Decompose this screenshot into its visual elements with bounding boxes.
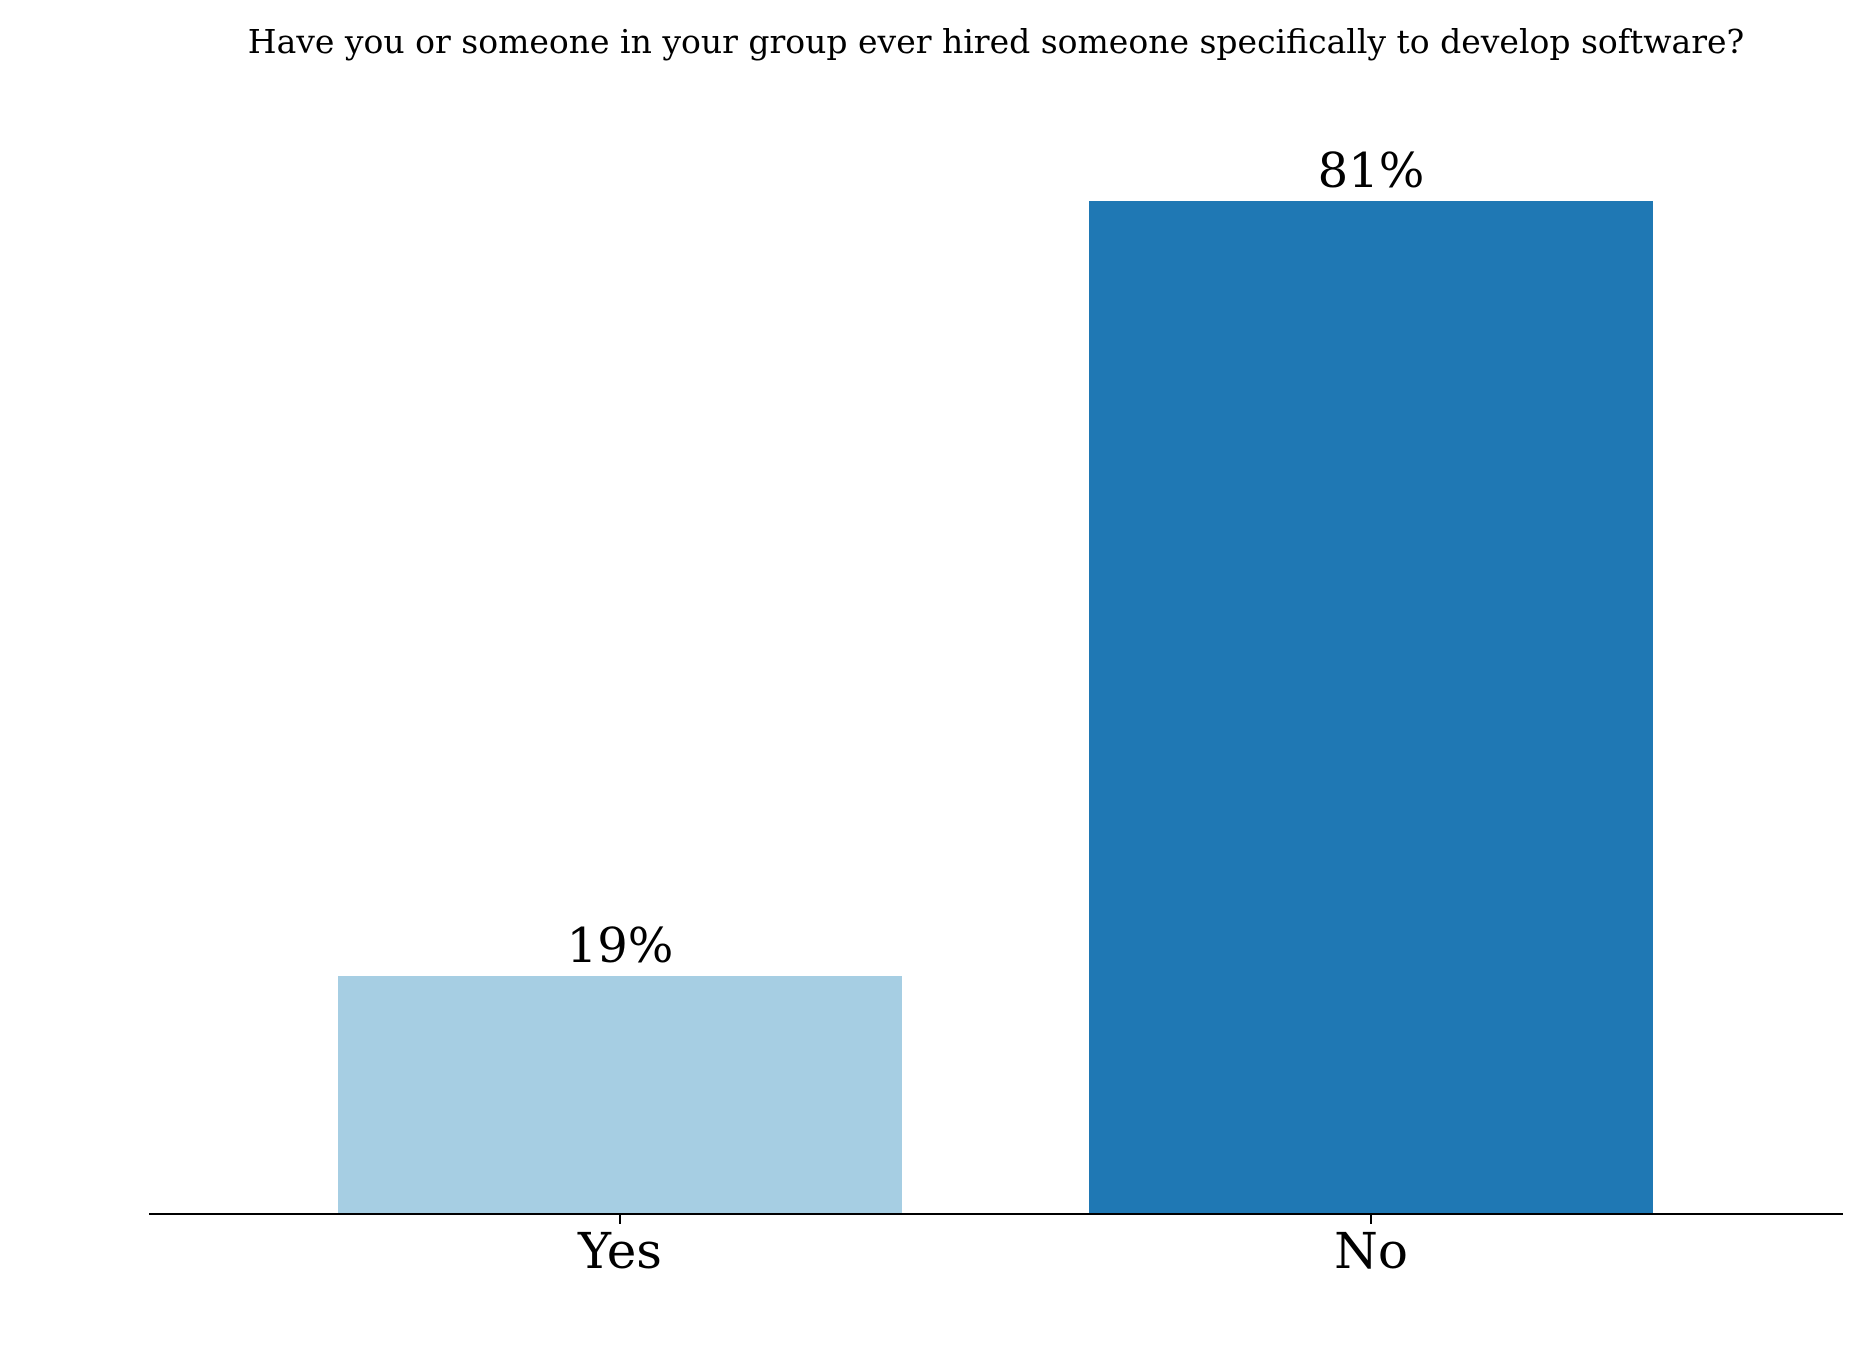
- bar-value-label: 19%: [566, 918, 674, 974]
- x-tick: [619, 1215, 621, 1224]
- x-tick-label: Yes: [578, 1222, 662, 1280]
- x-tick: [1370, 1215, 1372, 1224]
- x-axis-line: [149, 1213, 1843, 1215]
- bar-value-label: 81%: [1317, 143, 1425, 199]
- x-tick-label: No: [1334, 1222, 1408, 1280]
- bar-no: [1089, 201, 1653, 1213]
- bar-yes: [338, 976, 902, 1213]
- chart-title: Have you or someone in your group ever h…: [247, 22, 1745, 61]
